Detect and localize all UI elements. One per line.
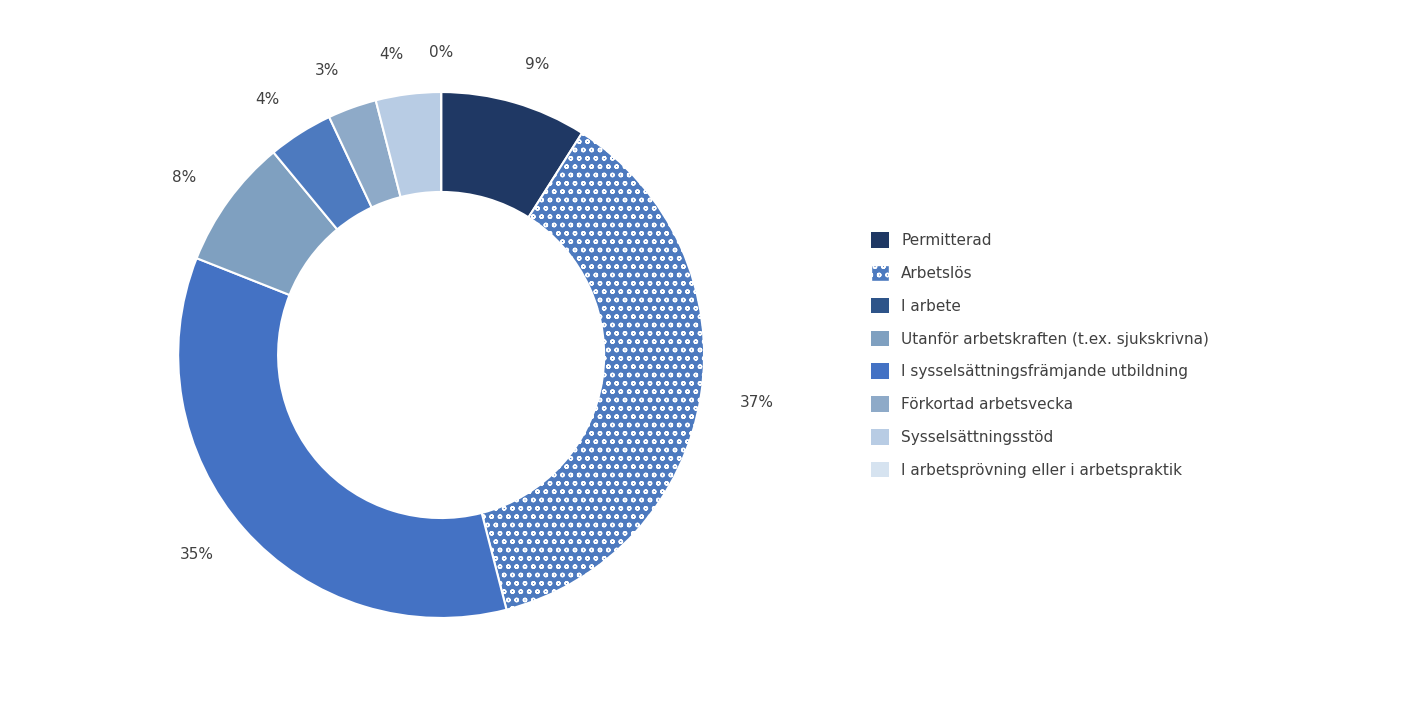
Legend: Permitterad, Arbetslös, I arbete, Utanför arbetskraften (t.ex. sjukskrivna), I s: Permitterad, Arbetslös, I arbete, Utanfö… <box>862 224 1217 486</box>
Text: 8%: 8% <box>172 170 196 185</box>
Text: 35%: 35% <box>181 547 215 562</box>
Wedge shape <box>273 117 371 229</box>
Text: 0%: 0% <box>428 45 454 60</box>
Text: 4%: 4% <box>255 92 279 107</box>
Text: 37%: 37% <box>740 395 774 410</box>
Wedge shape <box>376 92 441 197</box>
Wedge shape <box>196 153 337 295</box>
Text: 3%: 3% <box>314 63 339 78</box>
Wedge shape <box>178 258 507 618</box>
Wedge shape <box>441 92 582 217</box>
Text: 4%: 4% <box>379 48 403 62</box>
Text: 9%: 9% <box>525 57 549 72</box>
Wedge shape <box>481 133 704 610</box>
Wedge shape <box>329 100 401 207</box>
